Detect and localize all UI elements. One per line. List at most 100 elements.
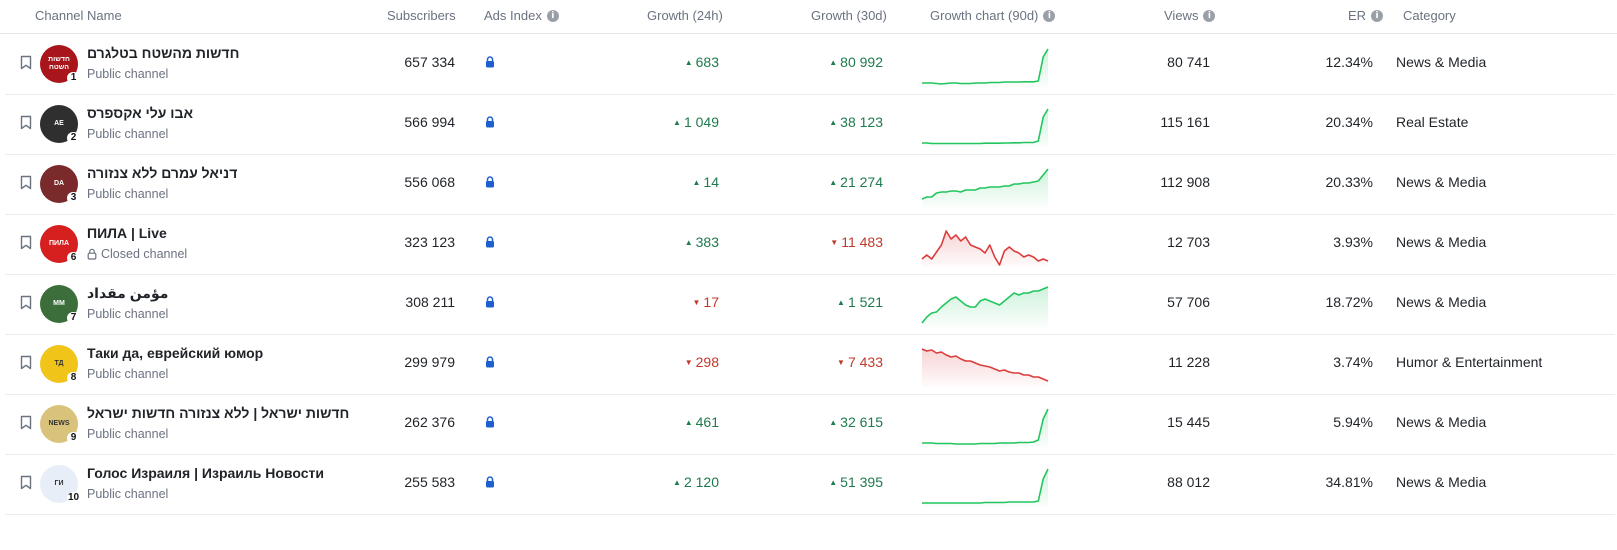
bookmark-icon[interactable] [20,115,32,135]
ads-lock-icon[interactable] [485,355,495,373]
growth-30d-value-text: 7 433 [847,354,883,370]
col-growth-30d[interactable]: Growth (30d) [811,8,887,23]
sparkline-area [922,109,1048,147]
info-icon[interactable]: i [1371,9,1384,22]
channel-type: Public channel [87,427,168,441]
rank-badge: 9 [67,432,80,444]
info-icon[interactable]: i [1203,9,1216,22]
er-value: 34.81% [1325,474,1373,490]
subscribers-value: 262 376 [404,414,455,430]
col-views[interactable]: Views i [1164,8,1216,23]
growth-24h-value: ▼ 17 [693,294,720,310]
channel-name-link[interactable]: مؤمن مقداد [87,285,169,301]
arrow-up-icon: ▲ [673,118,681,127]
avatar-logo: MM [53,300,65,307]
arrow-up-icon: ▲ [684,58,693,67]
table-row[interactable]: חדשות השטח 1 חדשות מהשטח בטלגרם Public chan… [5,33,1615,95]
rank-badge: 3 [67,192,80,204]
sparkline-area [922,231,1048,267]
rank-badge: 1 [67,72,80,84]
col-channel-name[interactable]: Channel Name [35,8,122,23]
channel-type-label: Public channel [87,487,169,501]
growth-24h-value: ▲ 683 [685,54,719,70]
subscribers-value: 657 334 [404,54,455,70]
category-label[interactable]: Real Estate [1396,114,1469,130]
info-icon[interactable]: i [1043,9,1056,22]
sparkline-line [921,348,1049,382]
channel-name-link[interactable]: אבו עלי אקספרס [87,105,194,121]
subscribers-value: 323 123 [404,234,455,250]
col-subscribers[interactable]: Subscribers [387,8,456,23]
col-ads-index[interactable]: Ads Index i [484,8,559,23]
table-row[interactable]: ПИЛА 6 ПИЛА | Live Closed channel 323 123 ▲ 38… [5,213,1615,275]
col-er[interactable]: ER i [1348,8,1384,23]
col-growth-chart[interactable]: Growth chart (90d) i [930,8,1056,23]
bookmark-icon[interactable] [20,415,32,435]
growth-30d-value: ▲ 32 615 [829,414,883,430]
growth-30d-value: ▼ 11 483 [830,234,883,250]
avatar-logo: DA [53,180,65,187]
bookmark-icon[interactable] [20,55,32,75]
bookmark-icon[interactable] [20,355,32,375]
sparkline-line [922,48,1049,85]
sparkline-line [922,468,1049,504]
channel-name-link[interactable]: Голос Израиля | Израиль Новости [87,465,324,481]
category-label[interactable]: News & Media [1396,474,1487,490]
growth-sparkline [921,168,1049,207]
bookmark-icon[interactable] [20,235,32,255]
ads-lock-icon[interactable] [485,55,495,73]
bookmark-icon[interactable] [20,295,32,315]
growth-sparkline [922,408,1049,447]
col-growth-24h[interactable]: Growth (24h) [647,8,723,23]
growth-24h-value-text: 683 [695,54,719,70]
growth-24h-value-text: 298 [695,354,719,370]
col-category[interactable]: Category [1403,8,1456,23]
table-row[interactable]: MM 7 مؤمن مقداد Public channel 308 211 ▼ 17 ▲ 1 … [5,273,1615,335]
bookmark-icon[interactable] [20,175,32,195]
ads-lock-icon[interactable] [485,295,495,313]
table-row[interactable]: ГИ 10 Голос Израиля | Израиль Новости Publi… [5,453,1615,515]
channel-name-link[interactable]: ПИЛА | Live [87,225,167,241]
growth-30d-value: ▲ 21 274 [829,174,883,190]
views-value: 88 012 [1167,474,1210,490]
growth-24h-value-text: 14 [703,174,719,190]
growth-sparkline [922,48,1049,87]
views-value: 112 908 [1160,174,1210,190]
channel-name-link[interactable]: חדשות מהשטח בטלגרם [87,45,240,61]
growth-30d-value-text: 1 521 [847,294,883,310]
category-label[interactable]: News & Media [1396,54,1487,70]
channel-type: Public channel [87,487,168,501]
channel-type-label: Closed channel [101,247,188,261]
growth-24h-value: ▲ 461 [685,414,719,430]
ads-lock-icon[interactable] [485,175,495,193]
info-icon[interactable]: i [546,9,559,22]
growth-sparkline [921,348,1049,387]
growth-30d-value-text: 80 992 [840,54,883,70]
rank-badge: 8 [67,372,80,384]
table-row[interactable]: AE 2 אבו עלי אקספרס Public channel 566 994 ▲ 1… [5,93,1615,155]
channel-name-link[interactable]: חדשות ישראל | ללא צנזורה חדשות ישראל [87,405,350,421]
table-row[interactable]: NEWS 9 חדשות ישראל | ללא צנזורה חדשות ישרא… [5,393,1615,455]
growth-30d-value: ▲ 1 521 [837,294,883,310]
growth-30d-value-text: 51 395 [840,474,883,490]
growth-30d-value-text: 32 615 [840,414,883,430]
er-value: 5.94% [1333,414,1373,430]
category-label[interactable]: Humor & Entertainment [1396,354,1543,370]
growth-24h-value-text: 1 049 [683,114,719,130]
growth-24h-value: ▲ 383 [685,234,719,250]
ads-lock-icon[interactable] [485,235,495,253]
category-label[interactable]: News & Media [1396,234,1487,250]
channel-name-link[interactable]: דניאל עמרם ללא צנזורה [87,165,238,181]
channel-name-link[interactable]: Таки да, еврейский юмор [87,345,264,361]
bookmark-icon[interactable] [20,475,32,495]
table-row[interactable]: DA 3 דניאל עמרם ללא צנזורה Public channel 55… [5,153,1615,215]
ads-lock-icon[interactable] [485,415,495,433]
growth-24h-value: ▲ 14 [693,174,720,190]
category-label[interactable]: News & Media [1396,414,1487,430]
ads-lock-icon[interactable] [485,115,495,133]
category-label[interactable]: News & Media [1396,174,1487,190]
category-label[interactable]: News & Media [1396,294,1487,310]
ads-lock-icon[interactable] [485,475,495,493]
table-row[interactable]: ТД 8 Таки да, еврейский юмор Public channel… [5,333,1615,395]
arrow-up-icon: ▲ [684,238,693,247]
